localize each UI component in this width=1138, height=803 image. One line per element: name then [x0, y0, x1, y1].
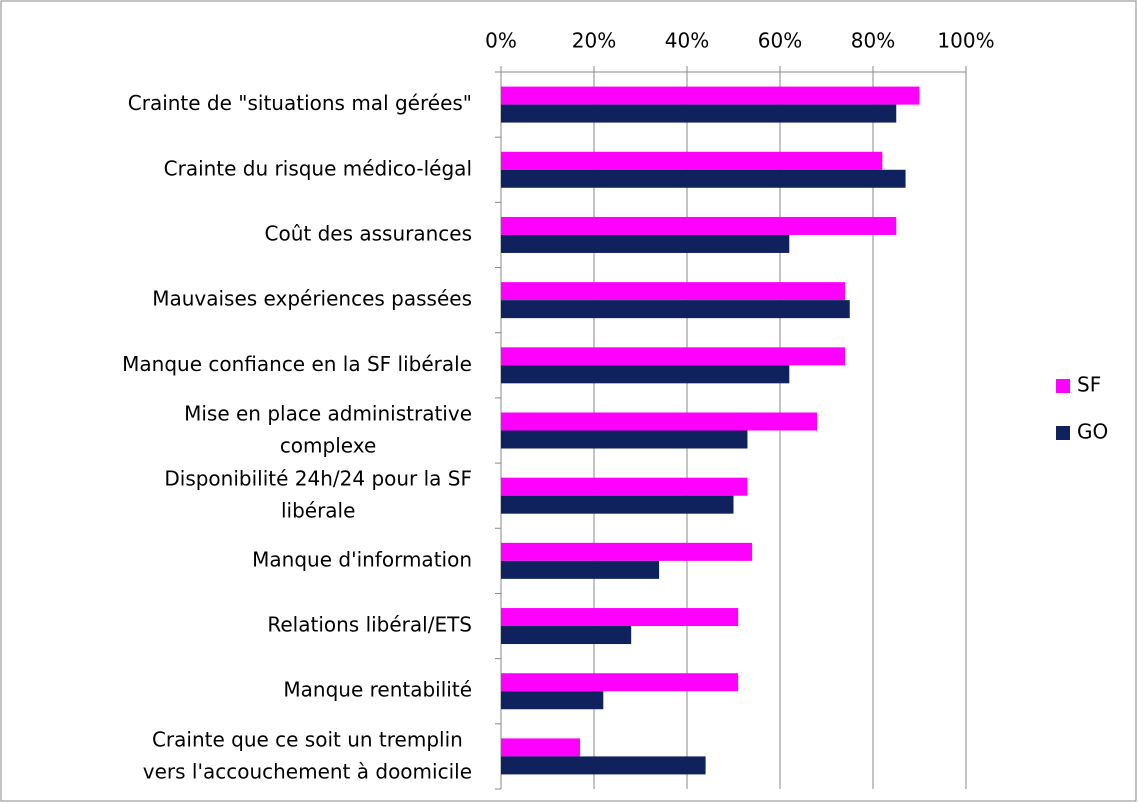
x-tick-label: 20% [572, 29, 616, 53]
x-tick-label: 40% [665, 29, 709, 53]
bar [501, 169, 906, 188]
y-tick-label: Mauvaises expériences passées [152, 287, 472, 311]
bar [501, 691, 604, 710]
bar [501, 542, 753, 561]
y-tick-label: Manque rentabilité [283, 678, 472, 702]
bar [501, 495, 734, 514]
bar [501, 626, 632, 645]
bar [501, 430, 748, 449]
y-tick-label: Relations libéral/ETS [267, 613, 472, 637]
bar [501, 300, 850, 319]
legend-swatch [1056, 379, 1070, 393]
x-tick-label: 100% [937, 29, 994, 53]
bar [501, 86, 920, 105]
bar [501, 756, 706, 775]
bar [501, 608, 739, 627]
y-tick-label: Crainte de "situations mal gérées" [128, 91, 472, 115]
bar [501, 477, 748, 496]
legend-label: SF [1077, 373, 1101, 397]
x-tick-label: 60% [758, 29, 802, 53]
y-tick-label: Manque d'information [252, 547, 472, 571]
bar [501, 234, 790, 253]
bar [501, 738, 581, 757]
bar [501, 412, 818, 431]
y-tick-label: Crainte que ce soit un tremplin vers l'ac… [143, 727, 472, 783]
y-tick-label: Disponibilité 24h/24 pour la SF libérale [164, 466, 472, 522]
y-tick-label: Mise en place administrative complexe [184, 401, 472, 457]
bar [501, 365, 790, 384]
bar [501, 560, 660, 579]
x-tick-label: 0% [485, 29, 517, 53]
bar [501, 104, 897, 123]
legend-swatch [1056, 426, 1070, 440]
bar [501, 282, 846, 301]
bar [501, 347, 846, 366]
y-tick-label: Manque confiance en la SF libérale [122, 352, 472, 376]
bar [501, 673, 739, 692]
y-tick-label: Coût des assurances [265, 221, 473, 245]
y-tick-label: Crainte du risque médico-légal [164, 156, 472, 180]
legend-label: GO [1077, 420, 1108, 444]
bar [501, 151, 883, 170]
bar [501, 216, 897, 235]
x-tick-label: 80% [851, 29, 895, 53]
